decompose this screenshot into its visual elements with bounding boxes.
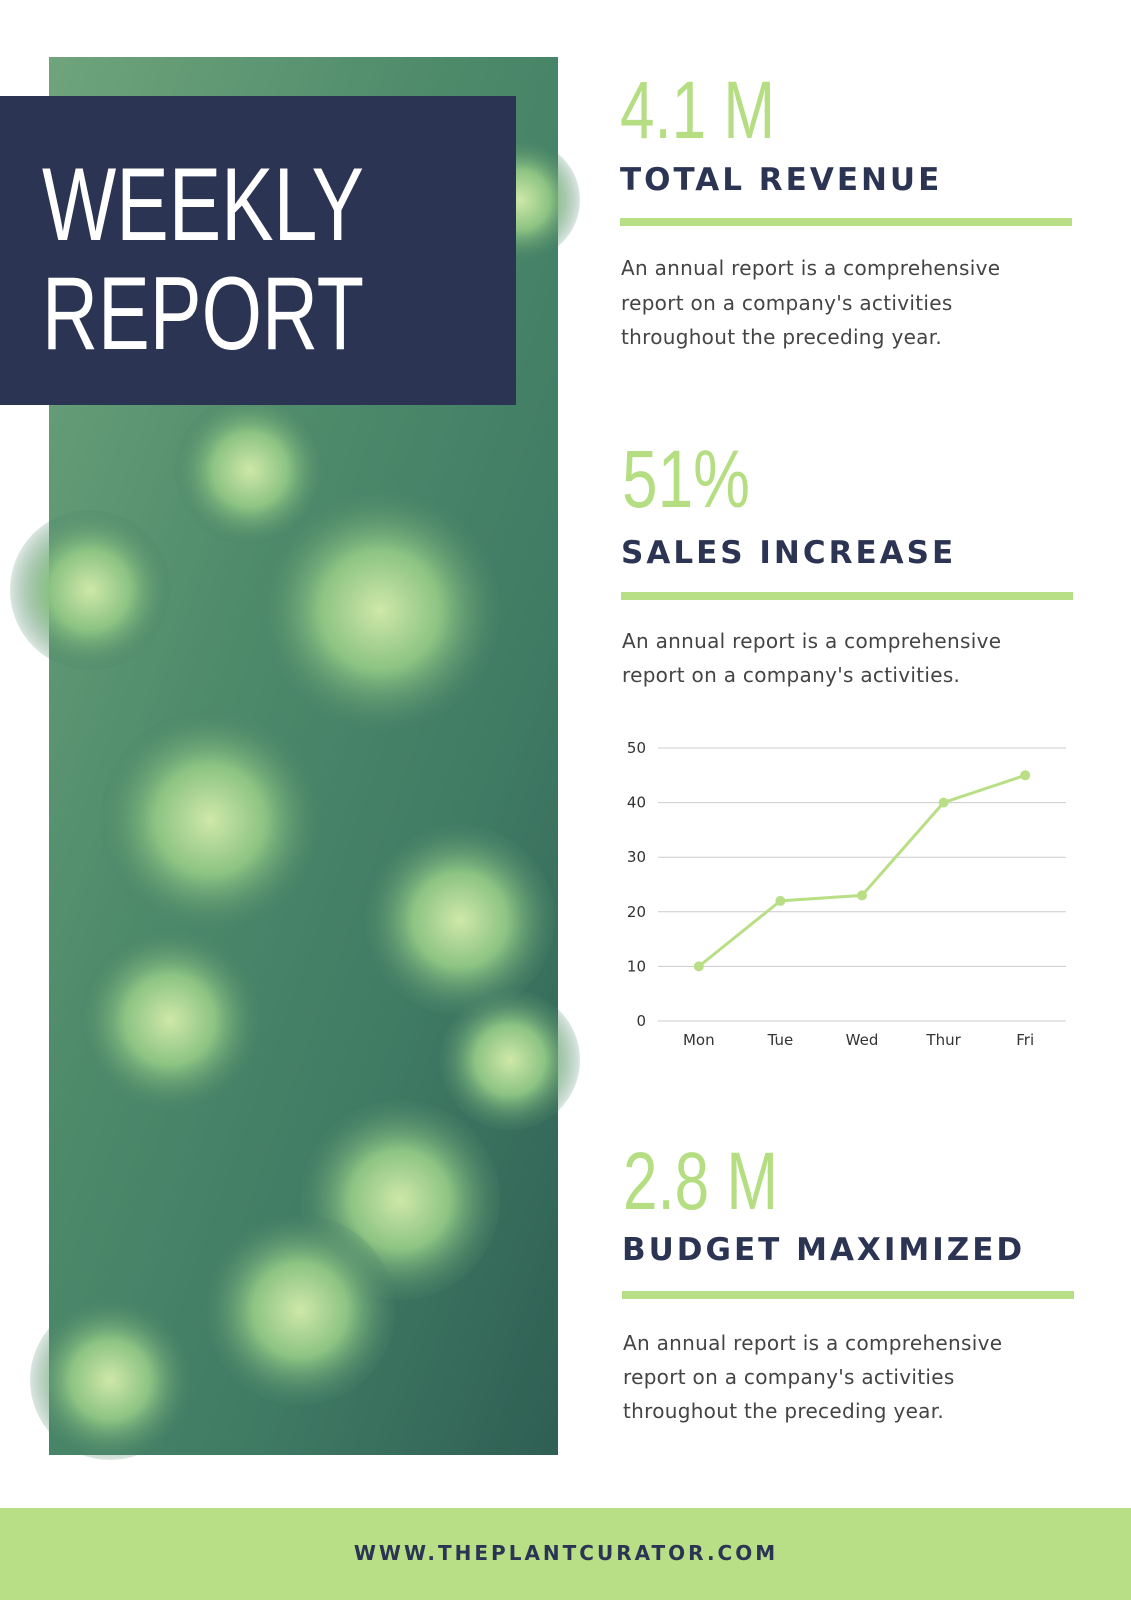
point bbox=[775, 895, 786, 906]
footer-band bbox=[0, 1508, 1131, 1600]
stat-text: throughout the preceding year. bbox=[623, 1399, 944, 1423]
x-tick-label: Tue bbox=[767, 1031, 794, 1049]
x-tick-label: Fri bbox=[1016, 1031, 1034, 1049]
footer-url: WWW.THEPLANTCURATOR.COM bbox=[354, 1541, 778, 1565]
y-tick-label: 50 bbox=[627, 739, 646, 757]
stat-text: An annual report is a comprehensive bbox=[622, 629, 1001, 653]
stat-text: throughout the preceding year. bbox=[621, 325, 942, 349]
x-tick-label: Wed bbox=[846, 1031, 879, 1049]
stat-text: report on a company's activities. bbox=[622, 663, 960, 687]
y-tick-label: 30 bbox=[627, 848, 646, 866]
point bbox=[693, 961, 704, 972]
point bbox=[1020, 770, 1031, 781]
x-tick-label: Thur bbox=[925, 1031, 961, 1049]
line-chart: 0 10 20 30 40 50 Mon Tue Wed Thur Fri bbox=[627, 739, 1066, 1049]
stat-text: An annual report is a comprehensive bbox=[623, 1331, 1002, 1355]
stat-value: 51% bbox=[622, 434, 750, 525]
y-tick-label: 0 bbox=[636, 1012, 646, 1030]
point bbox=[857, 890, 867, 901]
stat-label: TOTAL REVENUE bbox=[620, 162, 942, 198]
divider bbox=[622, 1291, 1074, 1299]
stat-label: SALES INCREASE bbox=[621, 535, 956, 571]
y-tick-label: 40 bbox=[627, 794, 646, 812]
title-box bbox=[0, 96, 516, 405]
y-tick-label: 10 bbox=[627, 957, 646, 975]
stat-value: 4.1 M bbox=[620, 65, 775, 156]
stat-text: report on a company's activities bbox=[621, 291, 953, 315]
stat-text: An annual report is a comprehensive bbox=[621, 256, 1000, 280]
divider bbox=[620, 218, 1072, 226]
point bbox=[938, 797, 949, 808]
stat-value: 2.8 M bbox=[623, 1136, 778, 1227]
stat-label: BUDGET MAXIMIZED bbox=[622, 1232, 1025, 1268]
y-tick-label: 20 bbox=[627, 903, 646, 921]
stat-text: report on a company's activities bbox=[623, 1365, 955, 1389]
x-tick-label: Mon bbox=[683, 1031, 715, 1049]
title: REPORT bbox=[42, 256, 364, 372]
divider bbox=[621, 592, 1073, 600]
line bbox=[697, 773, 1026, 968]
title: WEEKLY bbox=[42, 147, 364, 263]
